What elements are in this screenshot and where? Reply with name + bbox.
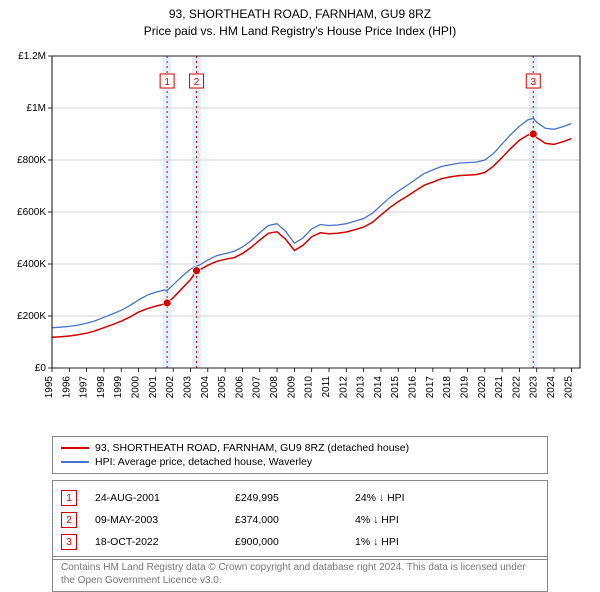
legend-row: HPI: Average price, detached house, Wave…	[61, 455, 539, 469]
transaction-marker: 2	[61, 512, 77, 528]
svg-text:1998: 1998	[96, 376, 107, 399]
footer-text: Contains HM Land Registry data © Crown c…	[61, 562, 526, 586]
svg-text:2011: 2011	[321, 376, 332, 398]
footer-note-box: Contains HM Land Registry data © Crown c…	[52, 556, 548, 592]
svg-text:2004: 2004	[200, 376, 211, 399]
transaction-row: 2 09-MAY-2003£374,0004% ↓ HPI	[61, 509, 539, 531]
transaction-date: 09-MAY-2003	[95, 514, 235, 526]
svg-text:2024: 2024	[546, 376, 557, 399]
svg-text:£400K: £400K	[17, 259, 46, 270]
svg-text:1997: 1997	[79, 376, 90, 399]
svg-text:1995: 1995	[44, 376, 55, 399]
chart-container: 93, SHORTHEATH ROAD, FARNHAM, GU9 8RZ Pr…	[0, 0, 600, 590]
svg-text:2010: 2010	[304, 376, 315, 399]
transaction-marker: 1	[61, 490, 77, 506]
transaction-marker: 3	[61, 534, 77, 550]
svg-text:2007: 2007	[252, 376, 263, 399]
svg-text:£0: £0	[35, 363, 47, 374]
transaction-hpi: 1% ↓ HPI	[355, 536, 539, 548]
svg-text:2003: 2003	[182, 376, 193, 399]
chart-plot: £0 £200K £400K £600K £800K £1M £1.2M 1995 1996 19…	[8, 48, 592, 418]
legend-label: 93, SHORTHEATH ROAD, FARNHAM, GU9 8RZ (d…	[95, 442, 409, 454]
svg-text:2001: 2001	[148, 376, 159, 399]
svg-text:2006: 2006	[234, 376, 245, 399]
transaction-date: 18-OCT-2022	[95, 536, 235, 548]
svg-text:2016: 2016	[408, 376, 419, 399]
legend-swatch	[61, 447, 89, 449]
svg-text:2000: 2000	[131, 376, 142, 399]
svg-text:2022: 2022	[511, 376, 522, 399]
transaction-price: £900,000	[235, 536, 355, 548]
title-line-2: Price paid vs. HM Land Registry's House …	[0, 23, 600, 40]
svg-text:£1.2M: £1.2M	[18, 51, 46, 62]
svg-text:2005: 2005	[217, 376, 228, 399]
svg-text:1: 1	[164, 77, 170, 88]
svg-text:2: 2	[194, 77, 200, 88]
svg-text:£1M: £1M	[27, 103, 46, 114]
transaction-row: 1 24-AUG-2001£249,99524% ↓ HPI	[61, 487, 539, 509]
svg-text:2020: 2020	[477, 376, 488, 399]
chart-svg: £0 £200K £400K £600K £800K £1M £1.2M 1995 1996 19…	[8, 48, 592, 418]
transaction-hpi: 4% ↓ HPI	[355, 514, 539, 526]
svg-text:2021: 2021	[494, 376, 505, 399]
svg-text:1999: 1999	[113, 376, 124, 399]
svg-text:2013: 2013	[356, 376, 367, 399]
transactions-box: 1 24-AUG-2001£249,99524% ↓ HPI 2 09-MAY-200…	[52, 480, 548, 560]
transaction-hpi: 24% ↓ HPI	[355, 492, 539, 504]
svg-text:2012: 2012	[338, 376, 349, 399]
svg-text:2002: 2002	[165, 376, 176, 399]
transaction-price: £374,000	[235, 514, 355, 526]
svg-text:£600K: £600K	[17, 207, 46, 218]
legend-swatch	[61, 461, 89, 463]
svg-text:2009: 2009	[286, 376, 297, 399]
svg-text:2014: 2014	[373, 376, 384, 399]
svg-text:2008: 2008	[269, 376, 280, 399]
svg-text:£200K: £200K	[17, 311, 46, 322]
svg-text:2023: 2023	[529, 376, 540, 399]
legend-label: HPI: Average price, detached house, Wave…	[95, 456, 312, 468]
transaction-row: 3 18-OCT-2022£900,0001% ↓ HPI	[61, 531, 539, 553]
svg-text:2018: 2018	[442, 376, 453, 399]
svg-text:£800K: £800K	[17, 155, 46, 166]
svg-text:2017: 2017	[425, 376, 436, 399]
legend-row: 93, SHORTHEATH ROAD, FARNHAM, GU9 8RZ (d…	[61, 441, 539, 455]
transaction-date: 24-AUG-2001	[95, 492, 235, 504]
svg-text:1996: 1996	[61, 376, 72, 399]
legend-series-box: 93, SHORTHEATH ROAD, FARNHAM, GU9 8RZ (d…	[52, 436, 548, 474]
chart-title: 93, SHORTHEATH ROAD, FARNHAM, GU9 8RZ Pr…	[0, 0, 600, 40]
svg-text:2025: 2025	[563, 376, 574, 399]
transaction-price: £249,995	[235, 492, 355, 504]
svg-text:2015: 2015	[390, 376, 401, 399]
title-line-1: 93, SHORTHEATH ROAD, FARNHAM, GU9 8RZ	[0, 6, 600, 23]
svg-text:2019: 2019	[459, 376, 470, 399]
svg-text:3: 3	[530, 77, 536, 88]
